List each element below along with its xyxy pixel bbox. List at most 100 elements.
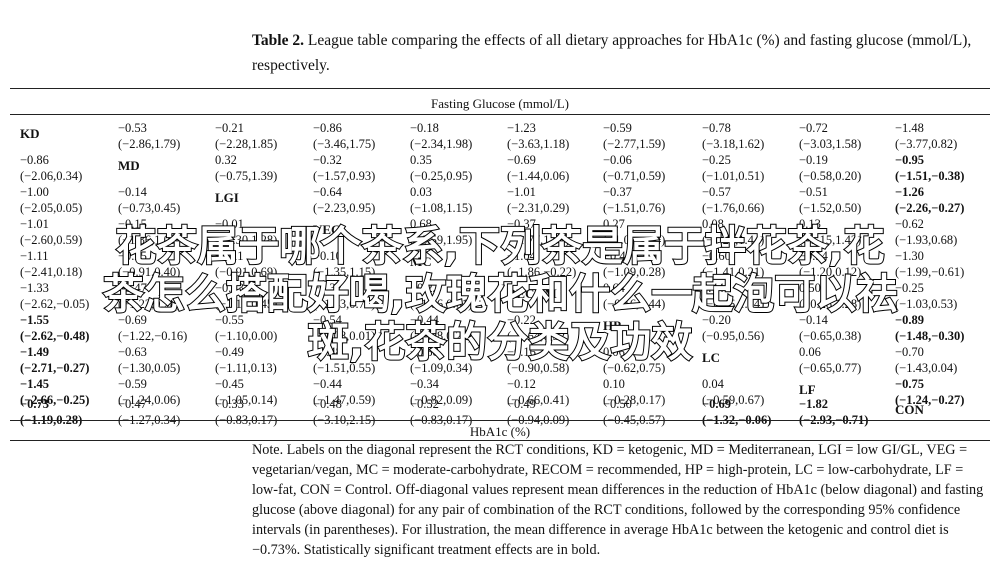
table-cell: −0.18 (−2.34,1.98) <box>410 120 472 152</box>
cell-ci: (−1.08,0.01) <box>313 329 376 343</box>
cell-mean: −0.38 <box>410 345 439 359</box>
cell-mean: −0.53 <box>118 121 147 135</box>
cell-mean: −0.12 <box>507 377 536 391</box>
cell-mean: −0.25 <box>895 281 924 295</box>
table-cell: 0.04 (−0.59,0.67) <box>702 376 764 408</box>
cell-ci: (−0.25,0.95) <box>410 169 473 183</box>
table-cell: −0.32 (−1.57,0.93) <box>313 152 375 184</box>
cell-mean: −0.89 <box>895 313 924 327</box>
cell-ci: (−0.58,0.20) <box>799 169 862 183</box>
cell-ci: (−2.77,1.59) <box>603 137 666 151</box>
cell-ci: (−1.43,0.79) <box>313 297 376 311</box>
cell-mean: −0.70 <box>895 345 924 359</box>
table-cell: −0.44 (−1.08,0.21) <box>410 312 472 344</box>
table-cell: −0.70 (−1.43,0.04) <box>895 344 957 376</box>
diagonal-label: LC <box>702 350 721 365</box>
table-cell: −0.75 (−1.24,−0.27) <box>895 376 964 408</box>
cell-mean: −0.69 <box>118 313 147 327</box>
cell-mean: −0.10 <box>313 249 342 263</box>
table-cell: −0.37 (−1.51,0.76) <box>603 184 665 216</box>
table-cell: −0.48 (−1.51,0.55) <box>313 344 375 376</box>
cell-mean: −0.49 <box>507 397 536 411</box>
cell-mean: −0.40 <box>603 249 632 263</box>
cell-ci: (−1.15,1.42) <box>799 233 862 247</box>
cell-ci: (−2.31,0.29) <box>507 201 570 215</box>
cell-mean: −0.54 <box>313 313 342 327</box>
cell-mean: 0.04 <box>702 377 724 391</box>
table-cell: −0.38 (−1.09,0.34) <box>410 344 472 376</box>
cell-mean: −0.75 <box>895 377 924 391</box>
table-cell: −0.62 (−1.93,0.68) <box>895 216 957 248</box>
cell-ci: (−1.51,−0.38) <box>895 169 965 183</box>
cell-ci: (−2.62,−0.48) <box>20 329 90 343</box>
table-cell: −1.01 (−2.31,0.29) <box>507 184 569 216</box>
table-cell: −0.69 (−1.44,0.06) <box>507 152 569 184</box>
table-cell: −0.10 (−1.35,1.15) <box>313 248 375 280</box>
cell-ci: (−1.24,0.06) <box>118 393 181 407</box>
table-cell: −0.45 (−1.05,0.14) <box>215 376 277 408</box>
cell-ci: (−2.66,−0.25) <box>20 393 90 407</box>
cell-ci: (−1.44,0.06) <box>507 169 570 183</box>
cell-ci: (−0.91,0.40) <box>118 265 181 279</box>
table-cell: −0.72 (−3.03,1.58) <box>799 120 861 152</box>
table-cell: −0.14 (−0.65,0.38) <box>799 312 861 344</box>
cell-mean: −0.14 <box>118 185 147 199</box>
table-cell: −0.53 (−2.86,1.79) <box>118 120 180 152</box>
table-caption: Table 2. League table comparing the effe… <box>252 28 992 78</box>
cell-ci: (−2.23,0.95) <box>313 201 376 215</box>
cell-ci: (−1.10,0.00) <box>215 329 278 343</box>
table-cell: 0.68 (−0.59,1.95) <box>410 216 472 248</box>
cell-mean: −1.33 <box>20 281 49 295</box>
table-cell: −0.86 (−3.46,1.75) <box>313 120 375 152</box>
top-axis-label: Fasting Glucose (mmol/L) <box>431 96 569 111</box>
table-cell: 0.03 (−1.08,1.15) <box>410 184 472 216</box>
cell-mean: 0.06 <box>799 345 821 359</box>
cell-ci: (−0.46,1.34) <box>702 297 765 311</box>
diagonal-label: KD <box>20 126 40 141</box>
diagonal-label: LF <box>799 382 816 397</box>
table-cell: −0.64 (−2.23,0.95) <box>313 184 375 216</box>
cell-mean: −0.34 <box>410 377 439 391</box>
table-note: Note. Labels on the diagonal represent t… <box>252 442 984 558</box>
cell-ci: (−1.11,0.13) <box>215 361 277 375</box>
table-cell: −0.60 (−1.41,0.21) <box>702 248 764 280</box>
cell-mean: −0.32 <box>313 153 342 167</box>
cell-ci: (−2.41,0.18) <box>20 265 83 279</box>
table-cell: 0.50 (−0.28,1.28) <box>799 280 861 312</box>
table-cell: −1.45 (−2.66,−0.25) <box>20 376 89 408</box>
cell-ci: (−1.93,0.68) <box>895 233 958 247</box>
cell-ci: (−1.09,0.34) <box>410 361 473 375</box>
watermark-overlay: 花茶属于哪个茶系,下列茶是属于拌花茶,花 茶怎么搭配好喝,玫瑰花和什么一起泡可以… <box>0 221 1000 367</box>
cell-mean: −0.86 <box>20 153 49 167</box>
table-cell: −0.06 (−0.71,0.59) <box>603 152 665 184</box>
cell-mean: −1.01 <box>20 217 49 231</box>
overlay-line: 茶怎么搭配好喝,玫瑰花和什么一起泡可以祛 <box>102 269 899 319</box>
cell-ci: (−1.41,0.21) <box>702 265 765 279</box>
cell-mean: 0.32 <box>215 153 237 167</box>
cell-mean: −0.59 <box>603 121 632 135</box>
cell-ci: (−1.47,0.59) <box>313 393 376 407</box>
table-cell: −1.00 (−2.05,0.05) <box>20 184 82 216</box>
cell-ci: (−1.30,1.28) <box>215 233 278 247</box>
cell-mean: −0.64 <box>313 185 342 199</box>
cell-mean: −1.00 <box>20 185 49 199</box>
table-cell: −1.33 (−2.62,−0.05) <box>20 280 89 312</box>
cell-ci: (−1.01,0.51) <box>702 169 765 183</box>
cell-ci: (−1.76,0.66) <box>702 201 765 215</box>
overlay-line: 花茶属于哪个茶系,下列茶是属于拌花茶,花 <box>114 221 885 271</box>
table-cell: −1.55 (−2.62,−0.48) <box>20 312 89 344</box>
table-cell: −0.34 (−0.82,0.09) <box>410 376 472 408</box>
bottom-rule <box>10 440 990 441</box>
cell-mean: −0.45 <box>215 377 244 391</box>
table-cell: −0.55 (−1.10,0.00) <box>215 312 277 344</box>
cell-ci: (−2.05,0.05) <box>20 201 83 215</box>
cell-ci: (−2.60,0.59) <box>20 233 83 247</box>
cell-mean: −0.22 <box>507 313 536 327</box>
table-cell: −1.48 (−3.77,0.82) <box>895 120 957 152</box>
cell-mean: 0.03 <box>410 185 432 199</box>
cell-mean: −0.15 <box>118 217 147 231</box>
table-cell: −0.51 (−1.52,0.50) <box>799 184 861 216</box>
diagonal-label: HP <box>603 318 622 333</box>
cell-mean: −0.22 <box>410 281 439 295</box>
cell-mean: −1.23 <box>507 121 536 135</box>
